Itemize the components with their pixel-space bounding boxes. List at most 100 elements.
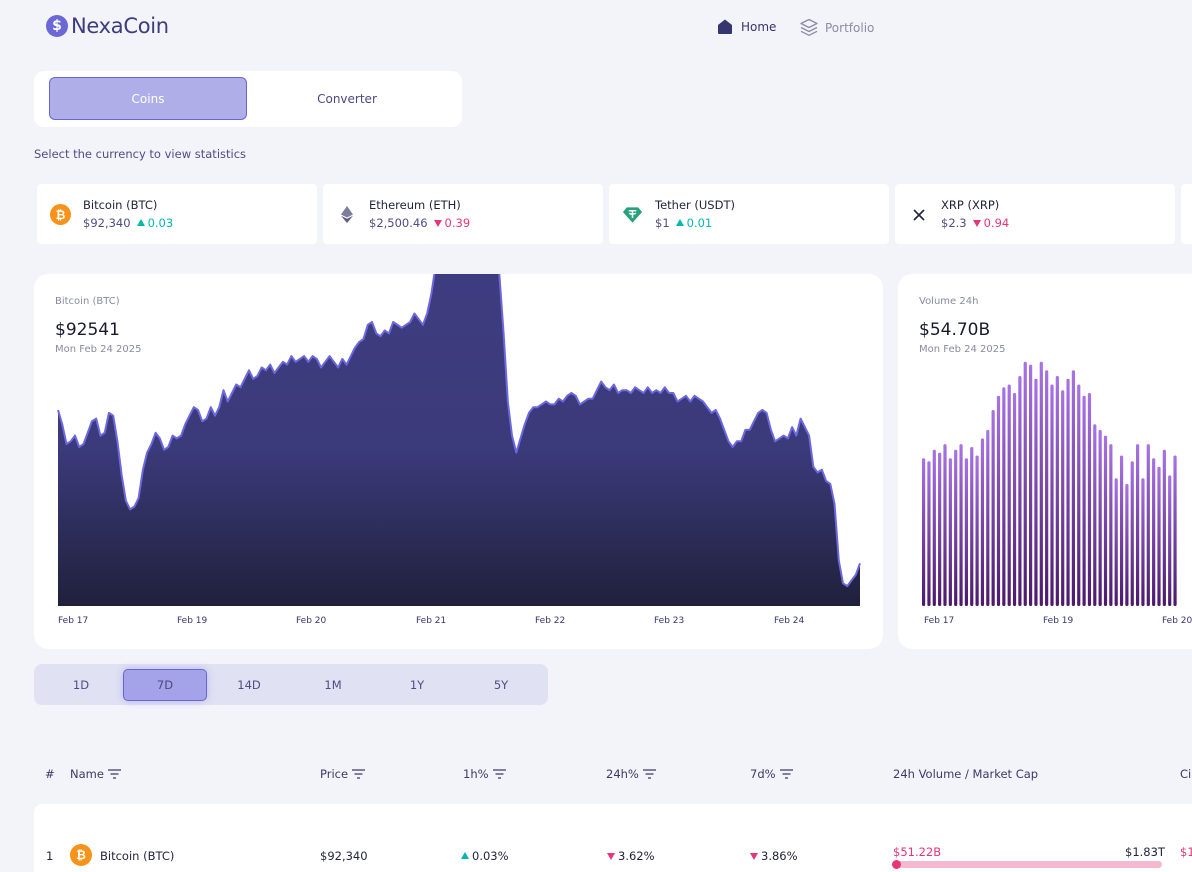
row-price: $92,340: [320, 849, 368, 863]
volume-bar: [1045, 370, 1049, 606]
volume-bar: [1093, 424, 1097, 606]
down-arrow-icon: [607, 853, 615, 860]
layers-icon: [800, 18, 818, 36]
volume-bar: [1050, 384, 1054, 606]
range-14d[interactable]: 14D: [237, 678, 261, 692]
row-volume: $51.22B: [893, 845, 942, 859]
volume-bar: [1023, 361, 1027, 606]
col-24h[interactable]: 24h%: [606, 767, 656, 781]
view-toggle: Coins Converter: [34, 71, 462, 127]
coin-card-carousel: ₿ Bitcoin (BTC) $92,340 0.03 Ethereum (ET…: [37, 184, 1192, 244]
chart-date: Mon Feb 24 2025: [55, 344, 142, 355]
volume-bar: [1071, 370, 1075, 606]
volume-chart-panel: Feb 17 Feb 19 Feb 20 Volume 24h $54.70B Mo…: [898, 274, 1192, 649]
volume-bar: [1152, 458, 1156, 606]
xrp-icon: [908, 204, 929, 225]
x-tick-label: Feb 20: [1162, 616, 1192, 626]
volume-bar: [991, 410, 995, 606]
row-24h-change: 3.62%: [607, 849, 655, 863]
col-price[interactable]: Price: [320, 767, 366, 781]
volume-bar: [954, 449, 958, 606]
coin-card-bitcoin[interactable]: ₿ Bitcoin (BTC) $92,340 0.03: [37, 184, 317, 244]
col-1h-label: 1h%: [463, 767, 489, 781]
volume-bar: [1141, 478, 1145, 606]
volume-bar: [1034, 378, 1038, 606]
volume-bar: [986, 429, 990, 606]
col-24h-label: 24h%: [606, 767, 639, 781]
brand-logo[interactable]: $ NexaCoin: [46, 14, 169, 38]
down-arrow-icon: [750, 853, 758, 860]
coin-name: Bitcoin (BTC): [83, 198, 158, 212]
sort-icon: [779, 769, 793, 779]
table-row[interactable]: 1 ₿ Bitcoin (BTC) $92,340 0.03% 3.62% 3.…: [34, 804, 1192, 872]
x-tick-label: Feb 19: [177, 616, 208, 626]
col-7d[interactable]: 7d%: [750, 767, 793, 781]
price-line: [57, 274, 861, 588]
coin-change: 0.94: [983, 216, 1010, 230]
coins-tab[interactable]: Coins: [49, 77, 247, 120]
coin-price: $2,500.46: [369, 216, 428, 230]
volume-label: Volume 24h: [919, 296, 979, 307]
price-chart-panel: Feb 17 Feb 19 Feb 20 Feb 21 Feb 22 Feb 23 Feb …: [34, 274, 883, 649]
col-7d-label: 7d%: [750, 767, 776, 781]
chart-price-value: $92541: [55, 320, 120, 340]
sort-icon: [642, 769, 656, 779]
x-tick-label: Feb 17: [58, 616, 88, 626]
volume-bar: [927, 461, 931, 606]
range-1y[interactable]: 1Y: [409, 678, 425, 692]
volume-bar: [1082, 395, 1086, 606]
sort-icon: [352, 769, 366, 779]
volume-bar: [1039, 361, 1043, 606]
volume-bar: [1029, 364, 1033, 606]
volume-bar: [1098, 429, 1102, 606]
volume-bar: [943, 444, 947, 606]
volume-bar: [932, 449, 936, 606]
col-name-label: Name: [70, 767, 104, 781]
converter-tab[interactable]: Converter: [317, 91, 377, 106]
volume-bar: [1061, 390, 1065, 606]
volume-bar: [1130, 461, 1134, 606]
nav-portfolio[interactable]: Portfolio: [800, 18, 874, 37]
range-7d[interactable]: 7D: [123, 669, 207, 701]
volume-bar: [1018, 376, 1022, 606]
x-tick-label: Feb 23: [654, 616, 684, 626]
col-circulating: Ci: [1180, 767, 1192, 781]
up-arrow-icon: [136, 219, 145, 226]
select-currency-hint: Select the currency to view statistics: [34, 147, 247, 161]
x-tick-label: Feb 21: [416, 616, 446, 626]
coin-card-tether[interactable]: Tether (USDT) $1 0.01: [609, 184, 889, 244]
col-1h[interactable]: 1h%: [463, 767, 506, 781]
coin-name: Tether (USDT): [655, 198, 735, 212]
volume-bar: [964, 458, 968, 606]
volume-bar: [1077, 384, 1081, 606]
coin-change: 0.39: [444, 216, 471, 230]
col-name[interactable]: Name: [70, 767, 121, 781]
nav-home[interactable]: Home: [716, 18, 776, 35]
down-arrow-icon: [433, 220, 442, 227]
col-rank: #: [45, 767, 55, 781]
coin-card-next[interactable]: [1181, 184, 1192, 244]
ethereum-icon: [336, 204, 357, 225]
volume-bar: [1168, 475, 1172, 606]
range-1d[interactable]: 1D: [72, 678, 90, 692]
range-5y[interactable]: 5Y: [493, 678, 509, 692]
range-1m[interactable]: 1M: [324, 678, 342, 692]
coin-card-xrp[interactable]: XRP (XRP) $2.3 0.94: [895, 184, 1175, 244]
coin-name: XRP (XRP): [941, 198, 1000, 212]
up-arrow-icon: [461, 852, 469, 859]
x-tick-label: Feb 24: [774, 616, 805, 626]
chart-coin-label: Bitcoin (BTC): [55, 296, 120, 307]
bitcoin-icon: ₿: [50, 204, 71, 225]
volume-bar: [980, 438, 985, 606]
nav-home-label: Home: [741, 19, 777, 34]
volume-bar: [1114, 478, 1118, 606]
sort-icon: [492, 769, 506, 779]
volume-bar: [938, 452, 942, 606]
volume-bar: [1055, 376, 1059, 606]
brand-name: NexaCoin: [71, 14, 169, 38]
coin-price: $2.3: [941, 216, 967, 230]
coin-card-ethereum[interactable]: Ethereum (ETH) $2,500.46 0.39: [323, 184, 603, 244]
volume-bar: [1012, 393, 1017, 606]
volume-bar: [1157, 466, 1161, 606]
volume-bar: [970, 447, 974, 606]
